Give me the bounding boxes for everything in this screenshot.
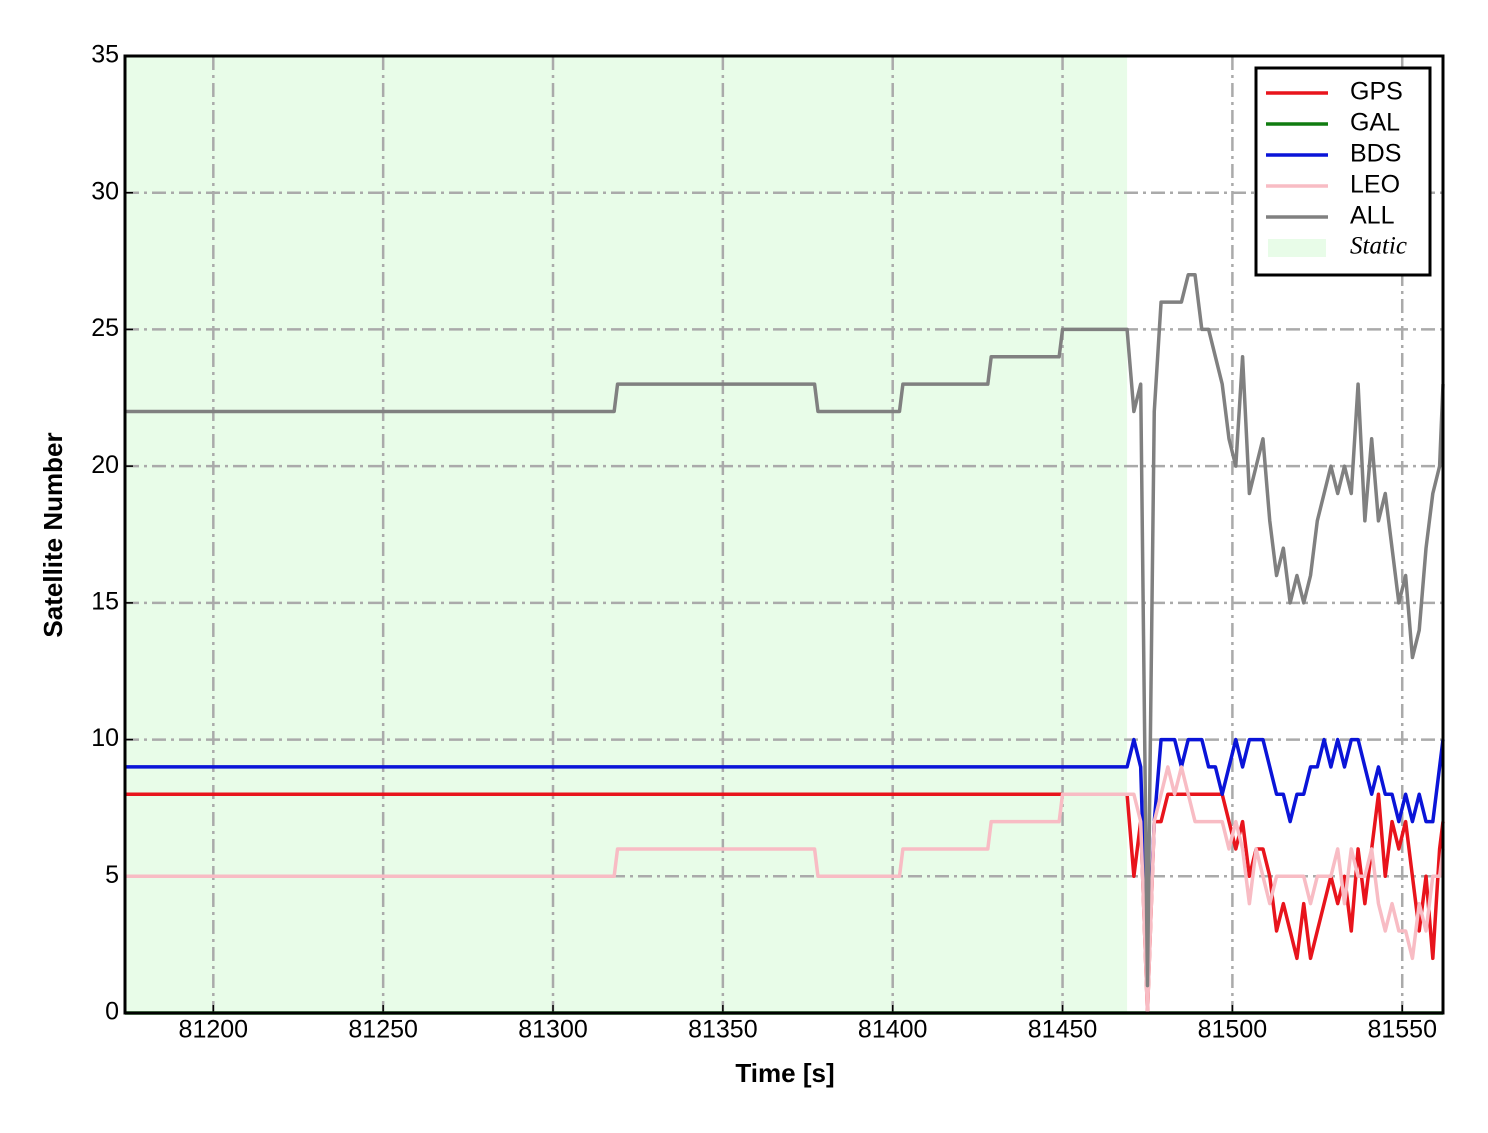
x-tick-label: 81500 [1198, 1016, 1268, 1044]
data-line [125, 765, 1445, 1015]
x-tick-label: 81350 [688, 1016, 758, 1044]
y-tick-label: 25 [91, 314, 119, 342]
y-tick-label: 10 [91, 724, 119, 752]
y-tick-label: 5 [105, 861, 119, 889]
legend-label: ALL [1350, 202, 1395, 230]
legend-label: Static [1350, 233, 1407, 260]
y-tick-label: 35 [91, 41, 119, 69]
legend: GPS GAL BDS LEO ALL Static [1254, 66, 1432, 277]
legend-label: LEO [1350, 171, 1400, 199]
y-tick-label: 0 [105, 998, 119, 1026]
y-axis-label: Satellite Number [38, 432, 68, 637]
x-tick-label: 81550 [1367, 1016, 1437, 1044]
x-tick-label: 81450 [1028, 1016, 1098, 1044]
legend-label: GPS [1350, 78, 1403, 106]
data-line [125, 737, 1445, 988]
y-tick-label: 20 [91, 451, 119, 479]
x-tick-label: 81400 [858, 1016, 928, 1044]
x-tick-label: 81250 [348, 1016, 418, 1044]
legend-swatch [1268, 239, 1326, 257]
static-region [125, 56, 1128, 1013]
plot-frame [123, 54, 1445, 1015]
x-tick-label: 81300 [518, 1016, 588, 1044]
legend-label: BDS [1350, 140, 1401, 168]
data-line [125, 272, 1445, 988]
x-axis-label: Time [s] [735, 1058, 834, 1088]
x-tick-label: 81200 [179, 1016, 249, 1044]
y-tick-label: 15 [91, 587, 119, 615]
y-tick-label: 30 [91, 177, 119, 205]
legend-label: GAL [1350, 109, 1400, 137]
